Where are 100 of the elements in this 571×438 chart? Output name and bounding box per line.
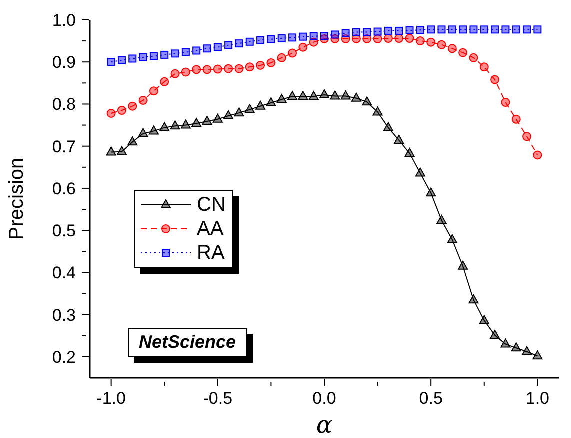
point xyxy=(500,338,511,348)
annotation: NetScience xyxy=(128,328,248,357)
point xyxy=(459,26,468,34)
point xyxy=(256,36,265,44)
point xyxy=(469,53,478,62)
point xyxy=(416,36,425,46)
point xyxy=(511,342,522,352)
point xyxy=(308,91,319,100)
point xyxy=(234,64,244,74)
y-tick-label: 0.9 xyxy=(52,53,76,72)
point xyxy=(106,146,116,156)
point xyxy=(181,68,190,77)
y-tick-label: 0.6 xyxy=(52,179,76,198)
point xyxy=(298,42,308,52)
point xyxy=(213,64,222,74)
point xyxy=(106,109,116,118)
point xyxy=(330,90,340,100)
point xyxy=(523,26,532,34)
point xyxy=(266,97,276,106)
point xyxy=(299,32,308,41)
point xyxy=(490,75,500,84)
point xyxy=(244,104,255,114)
point xyxy=(118,56,126,64)
point xyxy=(342,29,350,38)
point xyxy=(128,102,138,111)
point xyxy=(406,26,414,35)
point xyxy=(362,96,372,106)
point xyxy=(171,50,180,58)
point xyxy=(212,114,223,123)
point xyxy=(405,34,414,44)
point xyxy=(310,32,318,40)
point xyxy=(363,28,372,36)
point xyxy=(128,136,138,146)
point xyxy=(160,50,169,59)
legend-label: AA xyxy=(197,218,224,240)
point xyxy=(266,58,276,68)
point xyxy=(416,26,424,34)
y-tick-label: 0.3 xyxy=(52,306,76,325)
point xyxy=(298,91,308,100)
y-tick-label: 0.2 xyxy=(52,348,76,367)
point xyxy=(128,54,137,63)
point xyxy=(532,350,543,360)
point xyxy=(277,53,286,62)
point xyxy=(522,346,532,356)
x-tick-label: 0.5 xyxy=(419,389,443,408)
point xyxy=(534,26,542,34)
point xyxy=(139,53,148,62)
point xyxy=(491,26,500,34)
x-tick-label: -0.5 xyxy=(203,389,233,408)
point xyxy=(149,86,158,96)
point xyxy=(448,44,457,54)
point xyxy=(447,234,458,244)
x-tick-label: -1.0 xyxy=(96,389,126,408)
point xyxy=(438,26,446,34)
point xyxy=(458,48,468,58)
point xyxy=(256,60,266,70)
y-tick-label: 1.0 xyxy=(52,11,76,30)
point xyxy=(470,26,478,34)
point xyxy=(117,106,126,116)
point xyxy=(426,38,436,47)
y-axis-title: Precision xyxy=(6,158,28,240)
point xyxy=(340,90,351,100)
point xyxy=(374,28,382,36)
point xyxy=(384,34,393,44)
point xyxy=(320,32,328,40)
point xyxy=(170,69,180,78)
point xyxy=(214,43,222,52)
point xyxy=(501,98,510,108)
point xyxy=(192,65,202,74)
point xyxy=(458,260,468,270)
point xyxy=(448,26,456,34)
point xyxy=(224,41,233,50)
point xyxy=(468,294,479,304)
point xyxy=(436,214,447,224)
point xyxy=(160,122,170,132)
point xyxy=(150,52,158,60)
point xyxy=(267,35,276,44)
x-tick-label: 0.0 xyxy=(312,389,336,408)
point xyxy=(107,58,116,66)
point xyxy=(394,134,404,144)
x-axis-title: α xyxy=(316,411,333,438)
point xyxy=(234,108,244,117)
y-tick-label: 0.4 xyxy=(52,264,76,283)
point xyxy=(533,150,542,160)
point xyxy=(480,62,489,72)
point xyxy=(278,34,286,43)
point xyxy=(160,77,170,86)
point xyxy=(479,315,490,324)
point xyxy=(256,100,266,110)
point xyxy=(148,126,159,135)
point xyxy=(404,148,415,158)
y-tick-label: 0.8 xyxy=(52,95,76,114)
point xyxy=(288,34,297,42)
point xyxy=(224,110,234,120)
point xyxy=(202,65,212,74)
point xyxy=(426,188,436,197)
point xyxy=(331,30,340,39)
point xyxy=(288,48,298,58)
point xyxy=(512,114,521,124)
point xyxy=(522,132,532,142)
